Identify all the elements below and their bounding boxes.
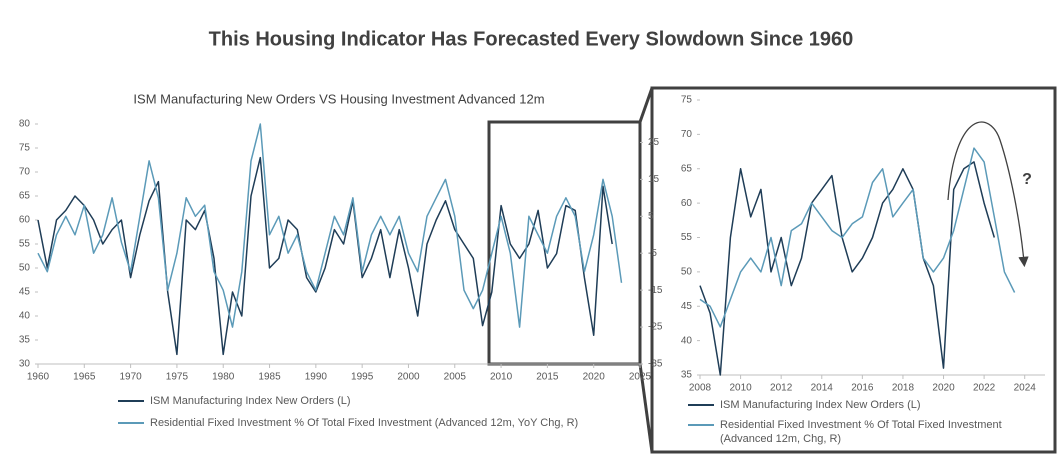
x-tick-label: 2020 — [583, 372, 606, 383]
y2-tick-label: -5 — [648, 248, 657, 259]
page-title: This Housing Indicator Has Forecasted Ev… — [209, 28, 854, 50]
x-tick-label: 2016 — [851, 383, 874, 394]
series-line — [699, 147, 1016, 328]
x-tick-label: 1975 — [166, 372, 189, 383]
legend-swatch — [118, 400, 144, 402]
legend-label: Residential Fixed Investment % Of Total … — [720, 419, 1002, 445]
y-tick-label: 70 — [19, 167, 31, 178]
x-tick-label: 1990 — [305, 372, 328, 383]
y-tick-label: 80 — [19, 119, 31, 130]
y-tick-label: 60 — [681, 198, 693, 209]
chart-subtitle: ISM Manufacturing New Orders VS Housing … — [133, 91, 544, 106]
legend-label: Residential Fixed Investment % Of Total … — [150, 417, 579, 429]
x-tick-label: 1970 — [119, 372, 142, 383]
trend-arrow — [947, 121, 1029, 268]
y-tick-label: 55 — [681, 232, 693, 243]
y2-tick-label: -15 — [648, 285, 663, 296]
legend-label: ISM Manufacturing Index New Orders (L) — [150, 395, 351, 407]
y-tick-label: 50 — [19, 263, 31, 274]
y-tick-label: 30 — [19, 359, 31, 370]
x-tick-label: 1985 — [258, 372, 281, 383]
x-tick-label: 2010 — [729, 383, 752, 394]
x-tick-label: 2008 — [689, 383, 712, 394]
zoom-box — [487, 120, 642, 366]
y-tick-label: 55 — [19, 239, 31, 250]
y-tick-label: 50 — [681, 267, 693, 278]
x-tick-label: 2005 — [444, 372, 467, 383]
series-line — [37, 123, 623, 328]
legend-item: Residential Fixed Investment % Of Total … — [688, 418, 1048, 446]
y-tick-label: 65 — [19, 191, 31, 202]
zoom-connector — [638, 363, 654, 453]
legend-swatch — [688, 424, 714, 426]
y-tick-label: 60 — [19, 215, 31, 226]
y-tick-label: 40 — [681, 335, 693, 346]
x-tick-label: 2025 — [629, 372, 652, 383]
legend-item: ISM Manufacturing Index New Orders (L) — [688, 398, 1048, 412]
y-tick-label: 75 — [681, 95, 693, 106]
annotation: ? — [1022, 171, 1032, 188]
x-tick-label: 2024 — [1014, 383, 1037, 394]
y-tick-label: 35 — [681, 370, 693, 381]
x-tick-label: 2018 — [892, 383, 915, 394]
x-tick-label: 2015 — [536, 372, 559, 383]
x-tick-label: 1965 — [73, 372, 96, 383]
y2-tick-label: 5 — [648, 211, 654, 222]
zoom-panel — [650, 86, 1057, 454]
x-tick-label: 1960 — [27, 372, 50, 383]
y-tick-label: 75 — [19, 143, 31, 154]
y2-tick-label: -35 — [648, 359, 663, 370]
x-tick-label: 2014 — [811, 383, 834, 394]
series-line — [37, 156, 613, 356]
x-tick-label: 2022 — [973, 383, 996, 394]
y2-tick-label: 15 — [648, 174, 660, 185]
zoom-connector — [638, 87, 654, 123]
y2-tick-label: 25 — [648, 137, 660, 148]
x-tick-label: 2010 — [490, 372, 513, 383]
x-tick-label: 2020 — [932, 383, 955, 394]
y2-tick-label: -25 — [648, 322, 663, 333]
y-tick-label: 70 — [681, 129, 693, 140]
legend-label: ISM Manufacturing Index New Orders (L) — [720, 399, 921, 411]
y-tick-label: 65 — [681, 163, 693, 174]
x-tick-label: 2012 — [770, 383, 793, 394]
legend-swatch — [688, 404, 714, 406]
y-tick-label: 35 — [19, 335, 31, 346]
series-line — [699, 161, 996, 376]
legend-item: Residential Fixed Investment % Of Total … — [118, 416, 638, 430]
y-tick-label: 45 — [19, 287, 31, 298]
legend-swatch — [118, 422, 144, 424]
x-tick-label: 2000 — [397, 372, 420, 383]
y-tick-label: 45 — [681, 301, 693, 312]
x-tick-label: 1995 — [351, 372, 374, 383]
legend-item: ISM Manufacturing Index New Orders (L) — [118, 394, 638, 408]
y-tick-label: 40 — [19, 311, 31, 322]
x-tick-label: 1980 — [212, 372, 235, 383]
